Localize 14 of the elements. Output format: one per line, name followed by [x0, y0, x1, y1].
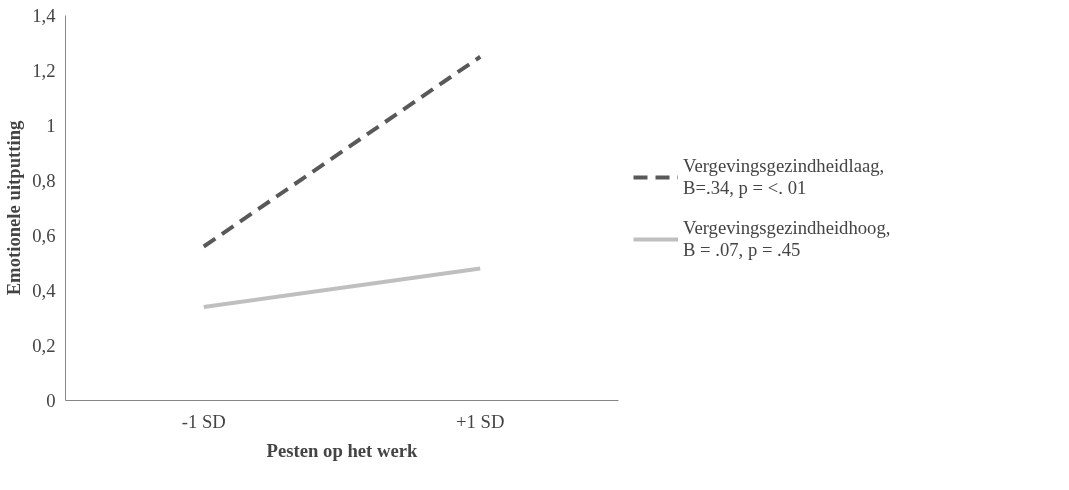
y-tick-label: 1,2 [32, 60, 56, 81]
x-axis-title: Pesten op het werk [266, 439, 419, 461]
x-tick-label: -1 SD [181, 410, 226, 432]
x-tick-label: +1 SD [456, 410, 505, 432]
y-tick-label: 0 [46, 390, 56, 411]
y-axis-title: Emotionele uitputting [3, 120, 25, 296]
y-tick-label: 0,6 [32, 225, 56, 246]
legend-label: Vergevingsgezindheidlaag, B=.34, p = <. 01 [683, 154, 885, 199]
y-tick-label: 0,8 [32, 170, 56, 191]
y-tick-label: 0,4 [32, 280, 57, 301]
y-tick-label: 1 [46, 115, 56, 136]
y-tick-label: 0,2 [32, 335, 56, 356]
y-tick-label: 1,4 [32, 5, 57, 26]
legend-label: Vergevingsgezindheidhoog, B = .07, p = .45 [683, 216, 891, 261]
